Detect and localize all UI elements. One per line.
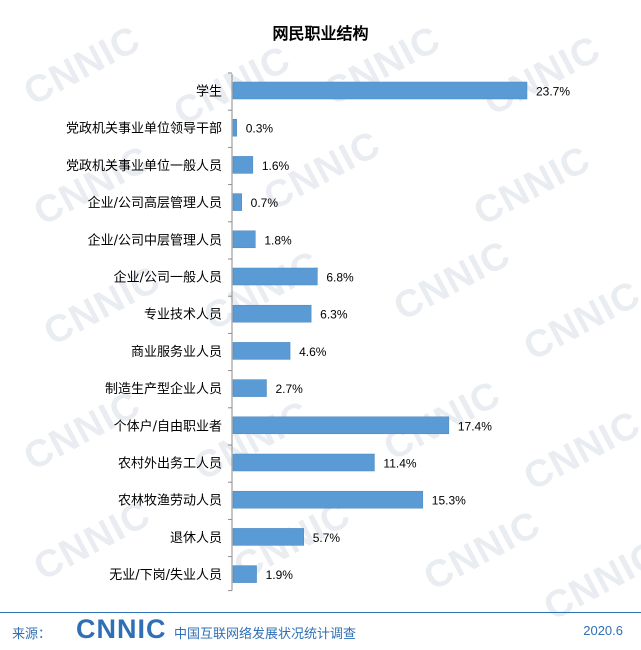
source-label: 来源： [12,627,52,642]
category-label: 商业服务业人员 [131,344,222,360]
category-label: 无业/下岗/失业人员 [109,568,222,583]
value-label: 23.7% [536,85,570,99]
value-label: 4.6% [299,345,327,359]
bar [232,81,528,100]
value-label: 1.8% [264,233,292,247]
bar-chart: 学生 23.7% 党政机关事业单位领导干部 0.3% 党政机关事业单位一般人员 1.6% 企… [66,72,570,592]
bar [232,379,267,397]
bar [232,528,304,546]
chart-title: 网民职业结构 [272,24,369,43]
bar [232,453,375,472]
category-label: 党政机关事业单位一般人员 [66,158,222,174]
value-label: 2.7% [275,382,303,396]
bar [232,156,254,174]
value-label: 0.3% [246,122,274,136]
bar [232,565,257,583]
bar [232,267,318,286]
value-label: 1.6% [262,159,290,173]
value-label: 6.8% [326,271,354,285]
value-label: 17.4% [458,419,492,433]
bar [232,118,237,137]
category-label: 企业/公司一般人员 [114,270,222,286]
category-label: 企业/公司中层管理人员 [88,232,222,248]
bar [232,193,242,211]
value-label: 1.9% [266,568,294,582]
category-label: 农林牧渔劳动人员 [118,493,222,509]
category-label: 企业/公司高层管理人员 [88,195,222,211]
category-label: 个体户/自由职业者 [114,418,222,434]
value-label: 6.3% [320,308,348,322]
category-label: 退休人员 [170,531,222,546]
bar [232,490,424,509]
category-label: 党政机关事业单位领导干部 [66,122,222,137]
bar [232,416,450,435]
category-label: 制造生产型企业人员 [105,381,222,397]
report-date: 2020.6 [583,623,623,638]
footer-divider [0,612,641,613]
category-label: 农村外出务工人员 [118,456,222,472]
source-name: 中国互联网络发展状况统计调查 [174,627,357,642]
bar [232,230,256,249]
value-label: 5.7% [313,531,341,545]
bar [232,304,312,323]
cnnic-logo: CNNIC [76,614,167,644]
category-label: 专业技术人员 [144,308,222,323]
value-label: 15.3% [432,494,466,508]
value-label: 11.4% [383,457,416,471]
bar [232,342,291,360]
value-label: 0.7% [251,196,279,210]
category-label: 学生 [196,84,222,100]
